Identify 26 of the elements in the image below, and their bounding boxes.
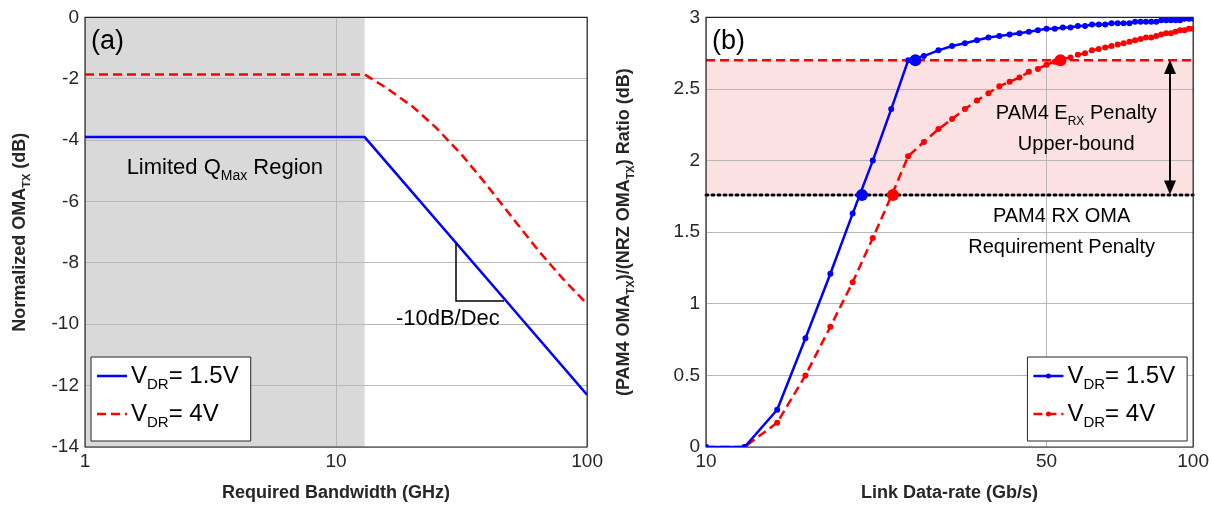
- y-axis-title: Normalized OMATX (dB): [8, 132, 32, 332]
- x-tick-label: 10: [325, 449, 347, 471]
- y-axis-title: (PAM4 OMATX)/(NRZ OMATX) Ratio (dB): [612, 68, 636, 397]
- y-tick-label: -2: [62, 67, 79, 89]
- annotation: (a): [91, 24, 124, 55]
- x-tick-label: 100: [571, 449, 603, 471]
- ref-line-label: PAM4 RX OMA Requirement Penalty: [968, 204, 1156, 258]
- annotation: -10dB/Dec: [395, 304, 500, 330]
- y-tick-label: -10: [51, 312, 79, 334]
- y-tick-label: 3: [689, 5, 700, 27]
- x-axis-title: Link Data-rate (Gb/s): [861, 481, 1039, 502]
- y-tick-label: -4: [62, 128, 80, 150]
- y-tick-label: 1.5: [673, 220, 700, 242]
- y-tick-label: 0: [68, 5, 79, 27]
- y-tick-label: 2.5: [673, 77, 700, 99]
- y-tick-label: -12: [51, 373, 79, 395]
- y-tick-label: 0.5: [673, 363, 700, 385]
- y-tick-label: -14: [51, 435, 80, 457]
- annotation: (b): [712, 24, 745, 55]
- y-tick-label: -6: [62, 189, 79, 211]
- y-tick-label: 1: [689, 292, 700, 314]
- x-axis-title: Required Bandwidth (GHz): [222, 481, 451, 502]
- x-tick-label: 50: [1035, 449, 1058, 471]
- x-tick-label: 100: [1177, 449, 1209, 471]
- y-tick-label: -8: [62, 251, 79, 273]
- y-tick-label: 2: [689, 148, 700, 170]
